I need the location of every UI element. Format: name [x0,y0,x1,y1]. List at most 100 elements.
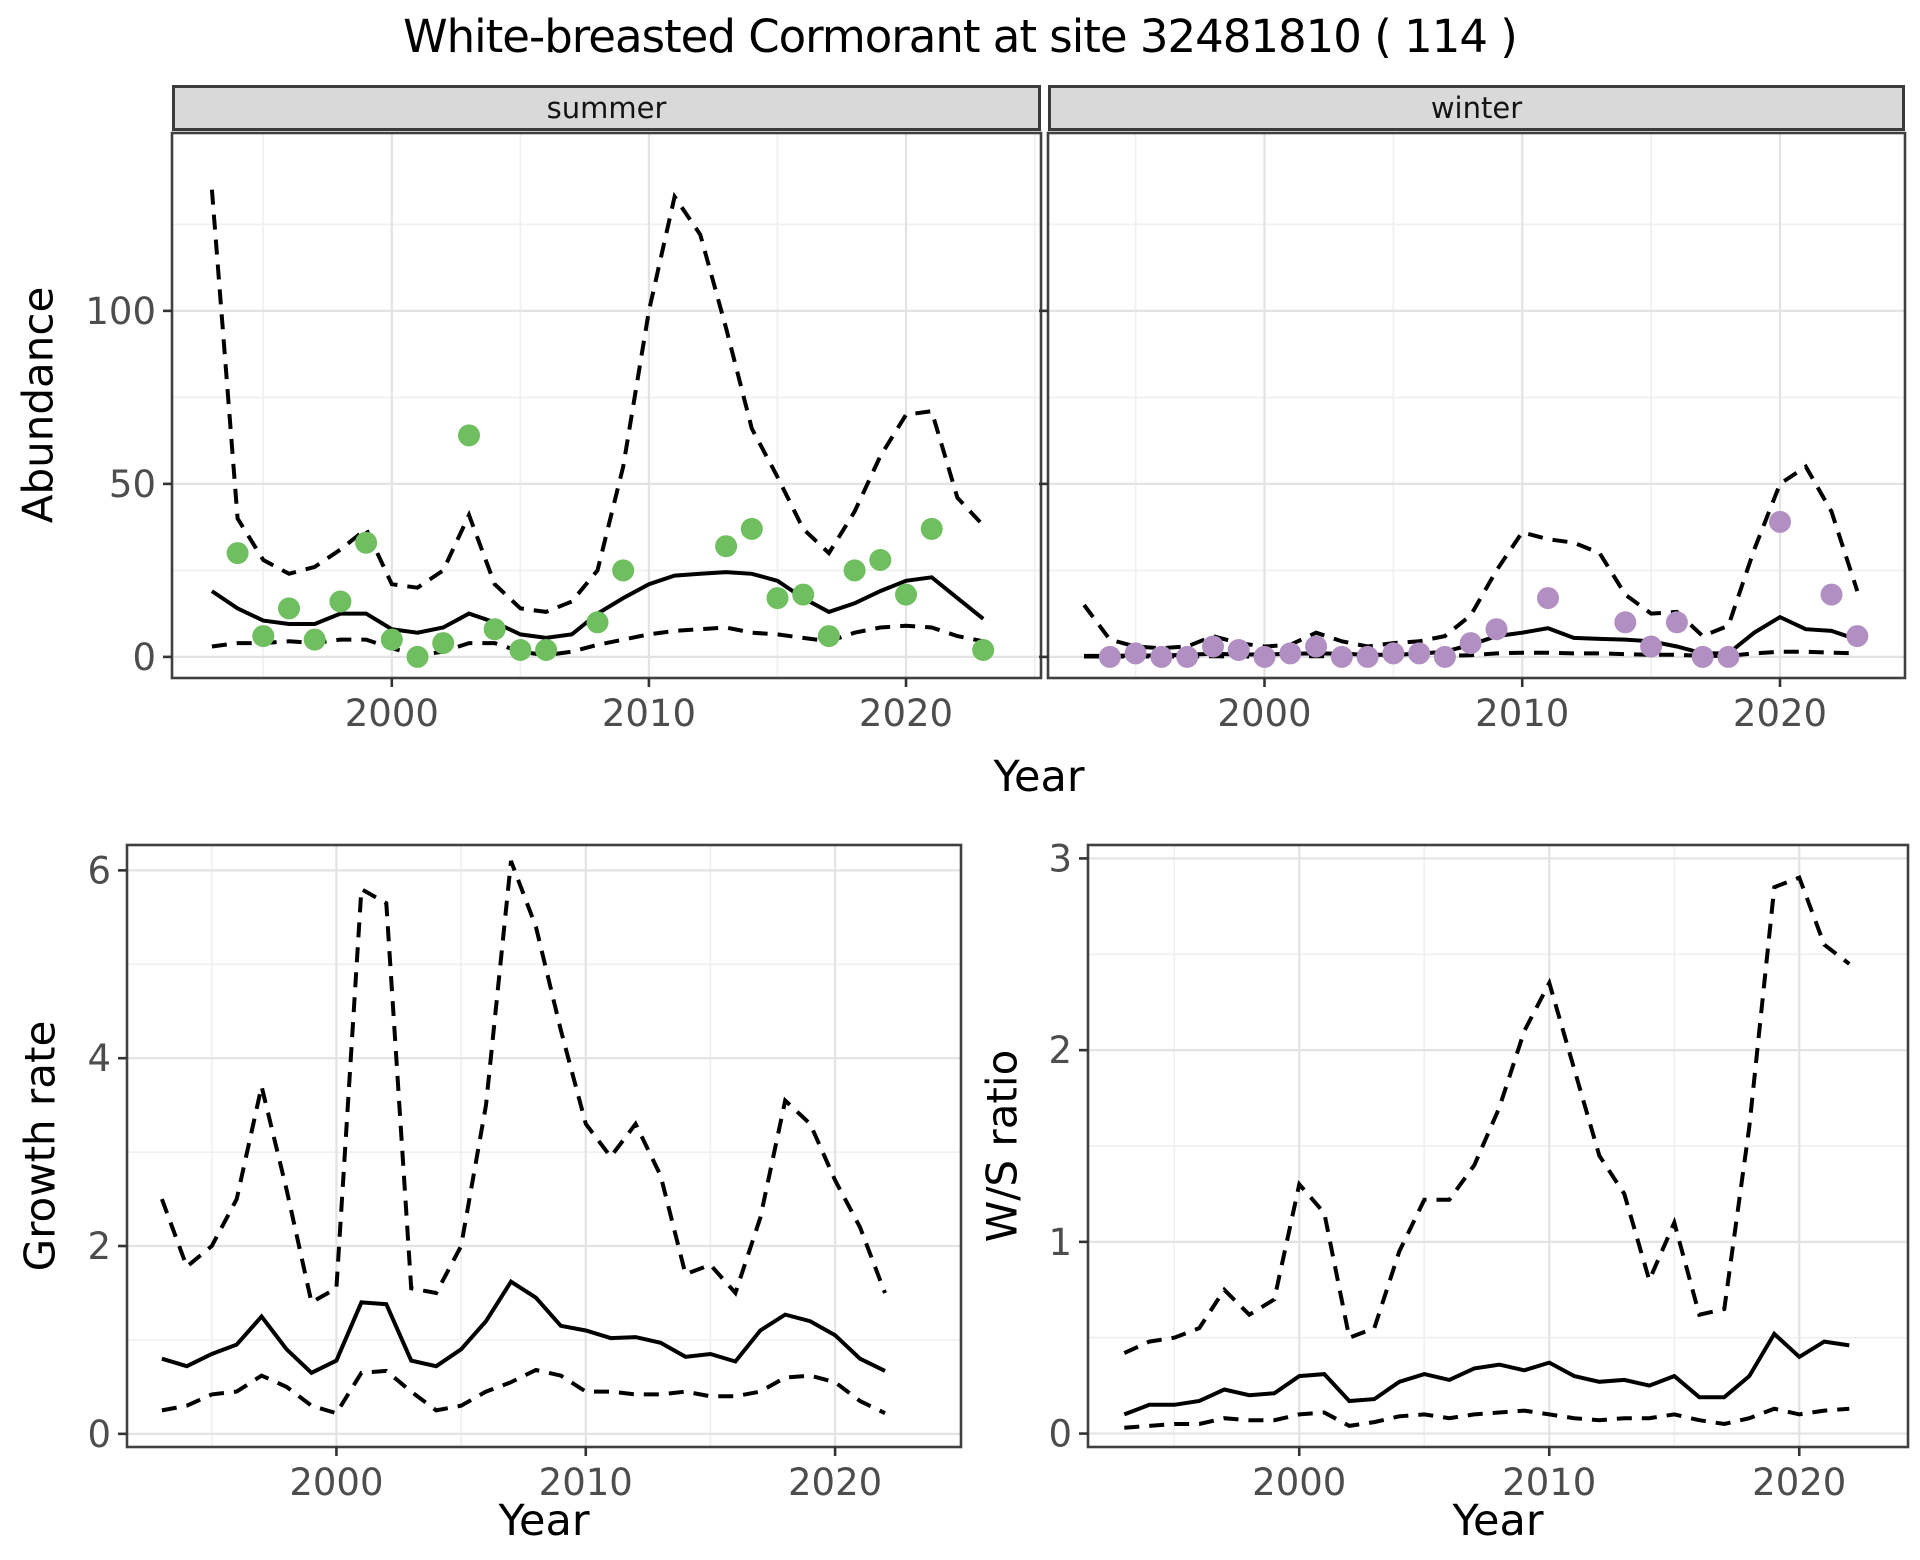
facet-strip-winter: winter [1048,85,1905,131]
data-point [1382,642,1405,665]
data-point [1485,618,1508,641]
data-point [1614,611,1637,634]
data-point [920,517,943,540]
fit-line [1084,614,1858,658]
data-point [1150,645,1173,668]
y-axis-title-abundance: Abundance [13,286,63,524]
data-point [1640,635,1663,658]
facet-strip-winter-label: winter [1430,91,1523,125]
data-point [1356,645,1379,668]
panel-border [125,843,963,1449]
data-point [303,628,326,651]
data-point [869,549,892,571]
x-tick-label: 2000 [1217,692,1311,735]
data-point [586,611,609,634]
data-point [1537,587,1559,610]
data-point [1433,645,1456,668]
data-point [1665,611,1688,634]
panel-border [1046,131,1907,680]
x-axis-title-ws-year: Year [1452,1496,1544,1546]
y-tick-label: 4 [87,1037,111,1080]
panel-border [170,131,1043,680]
x-tick-label: 2020 [859,692,953,735]
data-point [355,531,378,554]
data-point [432,632,455,655]
ci-upper95-line [160,860,887,1306]
x-tick-label: 2020 [788,1461,882,1504]
y-axis-title-growth-rate: Growth rate [15,1020,65,1272]
data-point [509,639,532,661]
panel-border [1086,843,1910,1449]
y-tick-label: 1 [1048,1221,1072,1264]
x-axis-title-growth-year: Year [498,1496,590,1546]
data-point [895,583,917,606]
data-point [329,590,352,613]
facet-strip-summer-label: summer [546,91,667,125]
y-tick-label: 50 [109,463,156,506]
data-point [1691,645,1714,668]
data-point [1820,583,1843,606]
data-point [792,583,815,606]
x-tick-label: 2010 [602,692,696,735]
fit-line [210,570,985,640]
data-point [715,535,738,558]
x-tick-label: 2020 [1752,1461,1846,1504]
data-point [843,559,866,582]
fit-line [161,1278,886,1376]
y-tick-label: 2 [1048,1029,1072,1072]
data-point [1227,639,1250,661]
data-point [1279,642,1302,665]
data-point [1305,635,1328,658]
ci-upper95-line [209,189,985,614]
data-point [1176,645,1199,668]
x-tick-label: 2000 [289,1461,383,1504]
data-point [1717,645,1740,668]
ci-lower95-line [161,1367,886,1416]
ci-lower95-line [1124,1406,1850,1430]
ci-lower95-line [1084,649,1858,659]
data-point [740,517,763,540]
ci-upper95-line [1123,875,1851,1355]
data-point [226,542,249,565]
data-point [406,645,429,668]
y-tick-label: 6 [87,849,111,892]
data-point [380,628,403,651]
y-tick-label: 2 [87,1225,111,1268]
data-point [612,559,635,582]
x-tick-label: 2010 [1475,692,1569,735]
data-point [535,639,558,661]
x-tick-label: 2000 [345,692,439,735]
data-point [458,424,480,447]
data-point [1408,642,1431,665]
data-point [1846,625,1869,648]
data-point [1124,642,1147,665]
ci-lower95-line [211,623,984,658]
y-tick-label: 3 [1048,837,1072,880]
x-axis-title-top-year: Year [993,752,1085,802]
data-point [483,618,506,641]
data-point [972,639,995,661]
facet-strip-summer: summer [172,85,1041,131]
ci-upper95-line [1082,463,1860,651]
y-tick-label: 0 [132,636,156,679]
x-tick-label: 2020 [1733,692,1827,735]
figure-title: White-breasted Cormorant at site 3248181… [403,10,1518,63]
data-point [817,625,840,648]
fit-line [1123,1330,1850,1417]
data-point [1098,645,1121,668]
data-point [1202,635,1224,658]
y-tick-label: 0 [1048,1413,1072,1456]
x-tick-label: 2000 [1252,1461,1346,1504]
y-tick-label: 0 [87,1413,111,1456]
data-point [1459,632,1482,655]
data-point [1330,645,1353,668]
y-axis-title-ws-ratio: W/S ratio [977,1049,1027,1243]
data-point [252,625,275,648]
y-tick-label: 100 [85,290,156,333]
data-point [766,587,789,610]
data-point [278,597,300,620]
data-point [1769,510,1791,533]
data-point [1253,645,1276,668]
